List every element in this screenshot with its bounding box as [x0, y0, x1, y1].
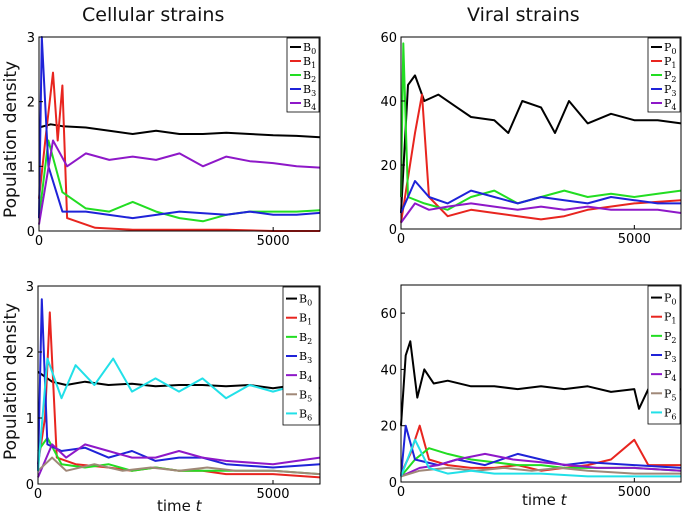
legend-label-P2: P2	[664, 69, 677, 84]
x-axis-label-text: time	[157, 497, 196, 515]
legend-label-B4: B4	[303, 97, 316, 112]
y-tick-label: 1	[26, 412, 34, 427]
x-axis-label-text: time	[522, 491, 561, 509]
legend-label-B0: B0	[299, 293, 312, 308]
legend-label-B0: B0	[303, 41, 316, 56]
y-tick-label: 20	[380, 159, 397, 174]
series-line-P4	[400, 202, 682, 224]
chart-panel-bottom-left: 0 5000 0 1 2 3 B0 B1 B2 B3 B4 B5 B6	[26, 280, 321, 502]
legend-label-B3: B3	[303, 83, 316, 98]
legend-label-B3: B3	[299, 350, 312, 365]
y-tick-label: 0	[389, 476, 397, 491]
y-tick-label: 0	[389, 223, 397, 238]
series-line-B0	[37, 370, 321, 390]
series-line-P0	[400, 340, 682, 426]
series-line-B0	[38, 123, 321, 139]
legend-label-P2: P2	[664, 330, 677, 345]
series-line-B3	[38, 36, 321, 220]
legend-label-P6: P6	[664, 406, 677, 421]
x-tick-label: 0	[34, 487, 42, 502]
column-title-viral: Viral strains	[467, 4, 580, 26]
x-tick-label: 5000	[618, 232, 651, 247]
series-line-P1	[400, 424, 681, 475]
legend-label-B4: B4	[299, 369, 312, 384]
y-tick-label: 60	[380, 31, 397, 46]
y-tick-label: 40	[380, 95, 397, 110]
plot-frame	[38, 36, 321, 232]
legend-label-P0: P0	[664, 41, 677, 56]
legend-label-B1: B1	[303, 55, 316, 70]
series-line-P2	[400, 42, 682, 211]
series-line-B1	[38, 71, 320, 232]
series-line-B4	[38, 139, 321, 225]
x-axis-label-left: time t	[157, 497, 202, 515]
series-line-B2	[37, 436, 321, 476]
legend-label-P0: P0	[664, 292, 677, 307]
series-line-B6	[37, 357, 321, 471]
x-axis-label-var: t	[195, 497, 202, 515]
legend-label-B1: B1	[299, 312, 312, 327]
series-line-P4	[400, 452, 682, 478]
x-tick-label: 5000	[256, 487, 289, 502]
legend-label-P1: P1	[664, 55, 677, 70]
series-line-P3	[400, 424, 682, 477]
x-tick-label: 0	[397, 232, 405, 247]
y-tick-label: 3	[26, 280, 34, 295]
legend-label-B2: B2	[303, 69, 316, 84]
legend-label-P1: P1	[664, 311, 677, 326]
x-axis-label-right: time t	[522, 491, 567, 509]
series-line-P1	[400, 93, 682, 223]
legend-label-B6: B6	[299, 407, 312, 422]
legend-label-B5: B5	[299, 388, 312, 403]
column-title-cellular: Cellular strains	[82, 4, 225, 26]
y-tick-label: 60	[380, 307, 397, 322]
plot-frame	[37, 285, 321, 485]
y-tick-label: 0	[27, 225, 35, 240]
y-tick-label: 0	[26, 478, 34, 493]
x-axis-label-var: t	[560, 491, 567, 509]
legend-label-B2: B2	[299, 331, 312, 346]
series-line-P3	[400, 180, 681, 214]
y-tick-label: 40	[380, 363, 397, 378]
x-tick-label: 5000	[257, 234, 290, 249]
series-line-P0	[400, 74, 682, 214]
legend-label-P3: P3	[664, 349, 677, 364]
x-tick-label: 0	[35, 234, 43, 249]
series-line-B2	[38, 139, 321, 223]
y-tick-label: 2	[26, 346, 34, 361]
series-line-B5	[37, 456, 321, 476]
legend-label-P4: P4	[664, 368, 677, 383]
x-tick-label: 0	[397, 485, 405, 500]
chart-panel-bottom-right: 0 5000 0 20 40 60 P0 P1 P2 P3 P4 P5 P6	[380, 284, 682, 500]
y-tick-label: 20	[380, 420, 397, 435]
y-tick-label: 2	[27, 96, 35, 111]
legend-label-P3: P3	[664, 83, 677, 98]
legend-label-P4: P4	[664, 97, 677, 112]
plot-frame	[400, 284, 682, 483]
y-tick-label: 1	[27, 160, 35, 175]
y-tick-label: 3	[27, 31, 35, 46]
series-line-P6	[400, 438, 681, 478]
legend-label-P5: P5	[664, 387, 677, 402]
series-line-B4	[37, 443, 321, 478]
series-line-B1	[37, 311, 321, 479]
plot-frame	[400, 36, 682, 230]
series-line-B3	[37, 298, 321, 471]
x-tick-label: 5000	[618, 485, 651, 500]
